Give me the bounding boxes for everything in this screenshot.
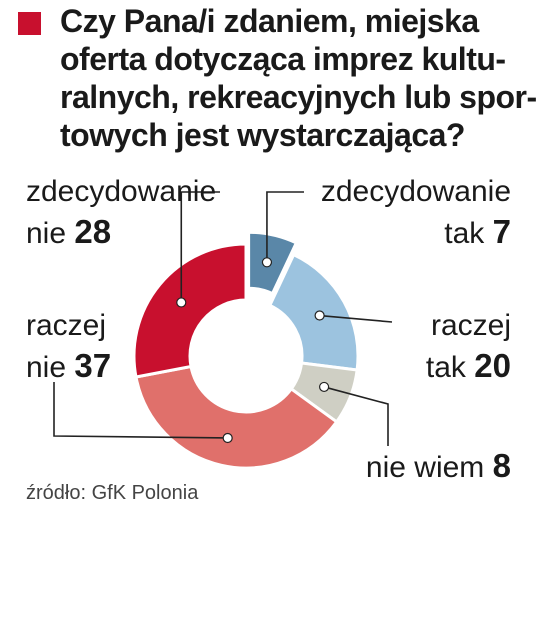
title-line: towych jest wystarczająca? xyxy=(60,117,465,153)
label-line: nie wiem xyxy=(365,451,485,484)
source-note: źródło: GfK Polonia xyxy=(26,482,199,504)
label-raczej-tak: raczej tak 20 xyxy=(426,306,511,388)
slice-zn xyxy=(132,242,248,379)
leader-dot-rt xyxy=(314,310,325,321)
label-line: nie xyxy=(26,217,67,250)
label-nie-wiem: nie wiem 8 xyxy=(366,446,511,488)
leader-line-rt xyxy=(319,314,393,323)
leader-dot-rn xyxy=(222,432,233,444)
leader-dot-zn xyxy=(176,297,187,308)
label-zdecydowanie-tak: zdecydowanie tak 7 xyxy=(321,172,511,254)
data-label-value: 28 xyxy=(74,213,112,250)
leader-dot-zt xyxy=(261,257,273,268)
label-line: zdecydowanie xyxy=(320,175,511,208)
label-line: raczej xyxy=(26,309,107,342)
chart-title: Czy Pana/i zdaniem, miejska oferta dotyc… xyxy=(60,2,540,154)
data-label-value: 7 xyxy=(492,213,511,250)
data-label-value: 20 xyxy=(474,347,511,384)
title-marker-square xyxy=(18,12,41,35)
data-label-value: 8 xyxy=(492,447,511,484)
leader-dot-nw xyxy=(319,381,330,393)
leader-lines xyxy=(53,191,393,446)
label-line: tak xyxy=(425,351,466,384)
title-line: Czy Pana/i zdaniem, miejska xyxy=(60,3,479,39)
label-line: nie xyxy=(26,351,67,384)
leader-line-nw xyxy=(323,386,389,446)
leader-line-zt xyxy=(266,191,304,263)
slice-rn xyxy=(134,364,339,470)
leader-line-zn xyxy=(180,191,220,303)
title-line: ralnych, rekreacyjnych lub spor- xyxy=(60,79,537,115)
title-line: oferta dotycząca imprez kultu- xyxy=(60,41,506,77)
label-line: zdecydowanie xyxy=(26,175,217,208)
label-line: raczej xyxy=(430,309,511,342)
label-zdecydowanie-nie: zdecydowanie nie 28 xyxy=(26,172,216,254)
slice-zt xyxy=(247,230,299,296)
label-raczej-nie: raczej nie 37 xyxy=(26,306,111,388)
label-line: tak xyxy=(444,217,485,250)
leader-line-rn xyxy=(53,382,228,439)
donut-slices xyxy=(132,230,360,470)
data-label-value: 37 xyxy=(74,347,112,384)
